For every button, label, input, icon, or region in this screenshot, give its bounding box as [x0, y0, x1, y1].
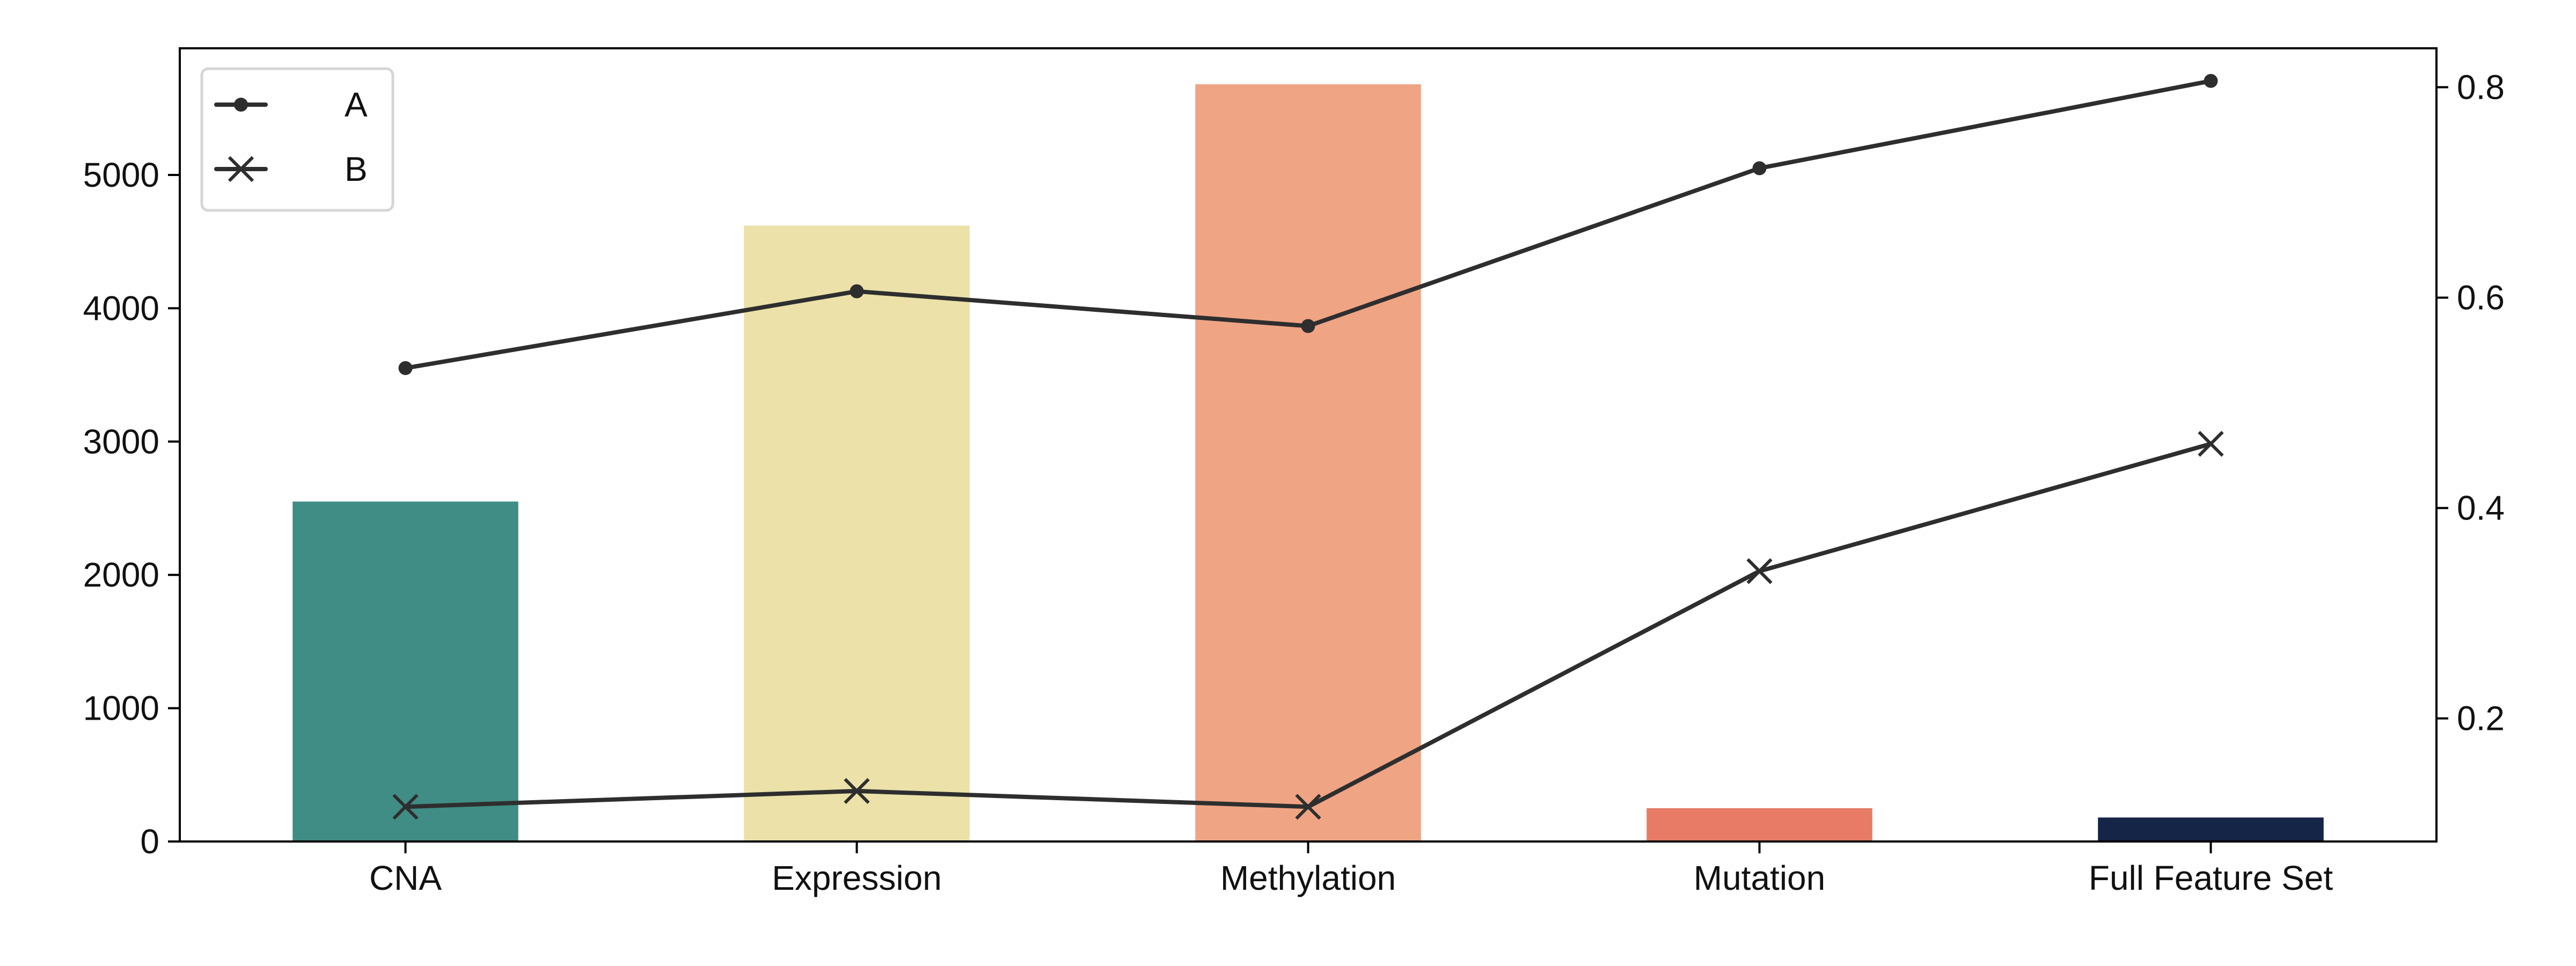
right-tick-label: 0.4 — [2457, 489, 2505, 528]
bar-expression — [744, 225, 970, 841]
bar-full-feature-set — [2098, 817, 2324, 841]
series-b-point — [844, 778, 870, 804]
series-b-point — [1746, 558, 1773, 584]
x-tick-label: CNA — [369, 859, 442, 897]
series-b-point — [392, 794, 419, 820]
legend-b-marker — [228, 156, 254, 182]
x-tick-label: Expression — [772, 859, 942, 897]
series-a-point — [398, 361, 413, 375]
x-axis: CNA Expression Methylation Mutation Full Fea… — [369, 841, 2333, 897]
right-tick-label: 0.6 — [2457, 279, 2505, 317]
legend-b-label: B — [345, 150, 368, 188]
left-tick-label: 4000 — [83, 289, 159, 327]
bars-layer — [292, 84, 2324, 842]
series-b-point — [2198, 430, 2224, 457]
left-tick-label: 1000 — [83, 689, 159, 728]
bar-mutation — [1646, 808, 1872, 841]
left-y-axis: 0 1000 2000 3000 4000 5000 — [83, 156, 180, 861]
right-tick-label: 0.2 — [2457, 699, 2505, 738]
x-tick-label: Mutation — [1694, 859, 1825, 897]
right-tick-label: 0.8 — [2457, 68, 2505, 107]
left-tick-label: 3000 — [83, 422, 159, 461]
series-a-point — [2204, 74, 2218, 88]
series-a-point — [850, 284, 864, 298]
right-y-axis: 0.2 0.4 0.6 0.8 — [2436, 68, 2505, 738]
bar-cna — [292, 501, 518, 841]
left-tick-label: 0 — [140, 822, 159, 861]
series-a-point — [1301, 319, 1315, 333]
series-b-point — [1295, 794, 1321, 820]
x-tick-label: Methylation — [1220, 859, 1396, 897]
left-tick-label: 2000 — [83, 555, 159, 594]
legend-a-label: A — [345, 85, 368, 124]
lines-layer — [392, 74, 2224, 820]
left-tick-label: 5000 — [83, 156, 159, 194]
legend: A B — [200, 67, 394, 212]
legend-a-marker — [234, 98, 248, 112]
bar-methylation — [1195, 84, 1421, 842]
series-a-point — [1752, 161, 1767, 175]
x-tick-label: Full Feature Set — [2089, 859, 2333, 897]
